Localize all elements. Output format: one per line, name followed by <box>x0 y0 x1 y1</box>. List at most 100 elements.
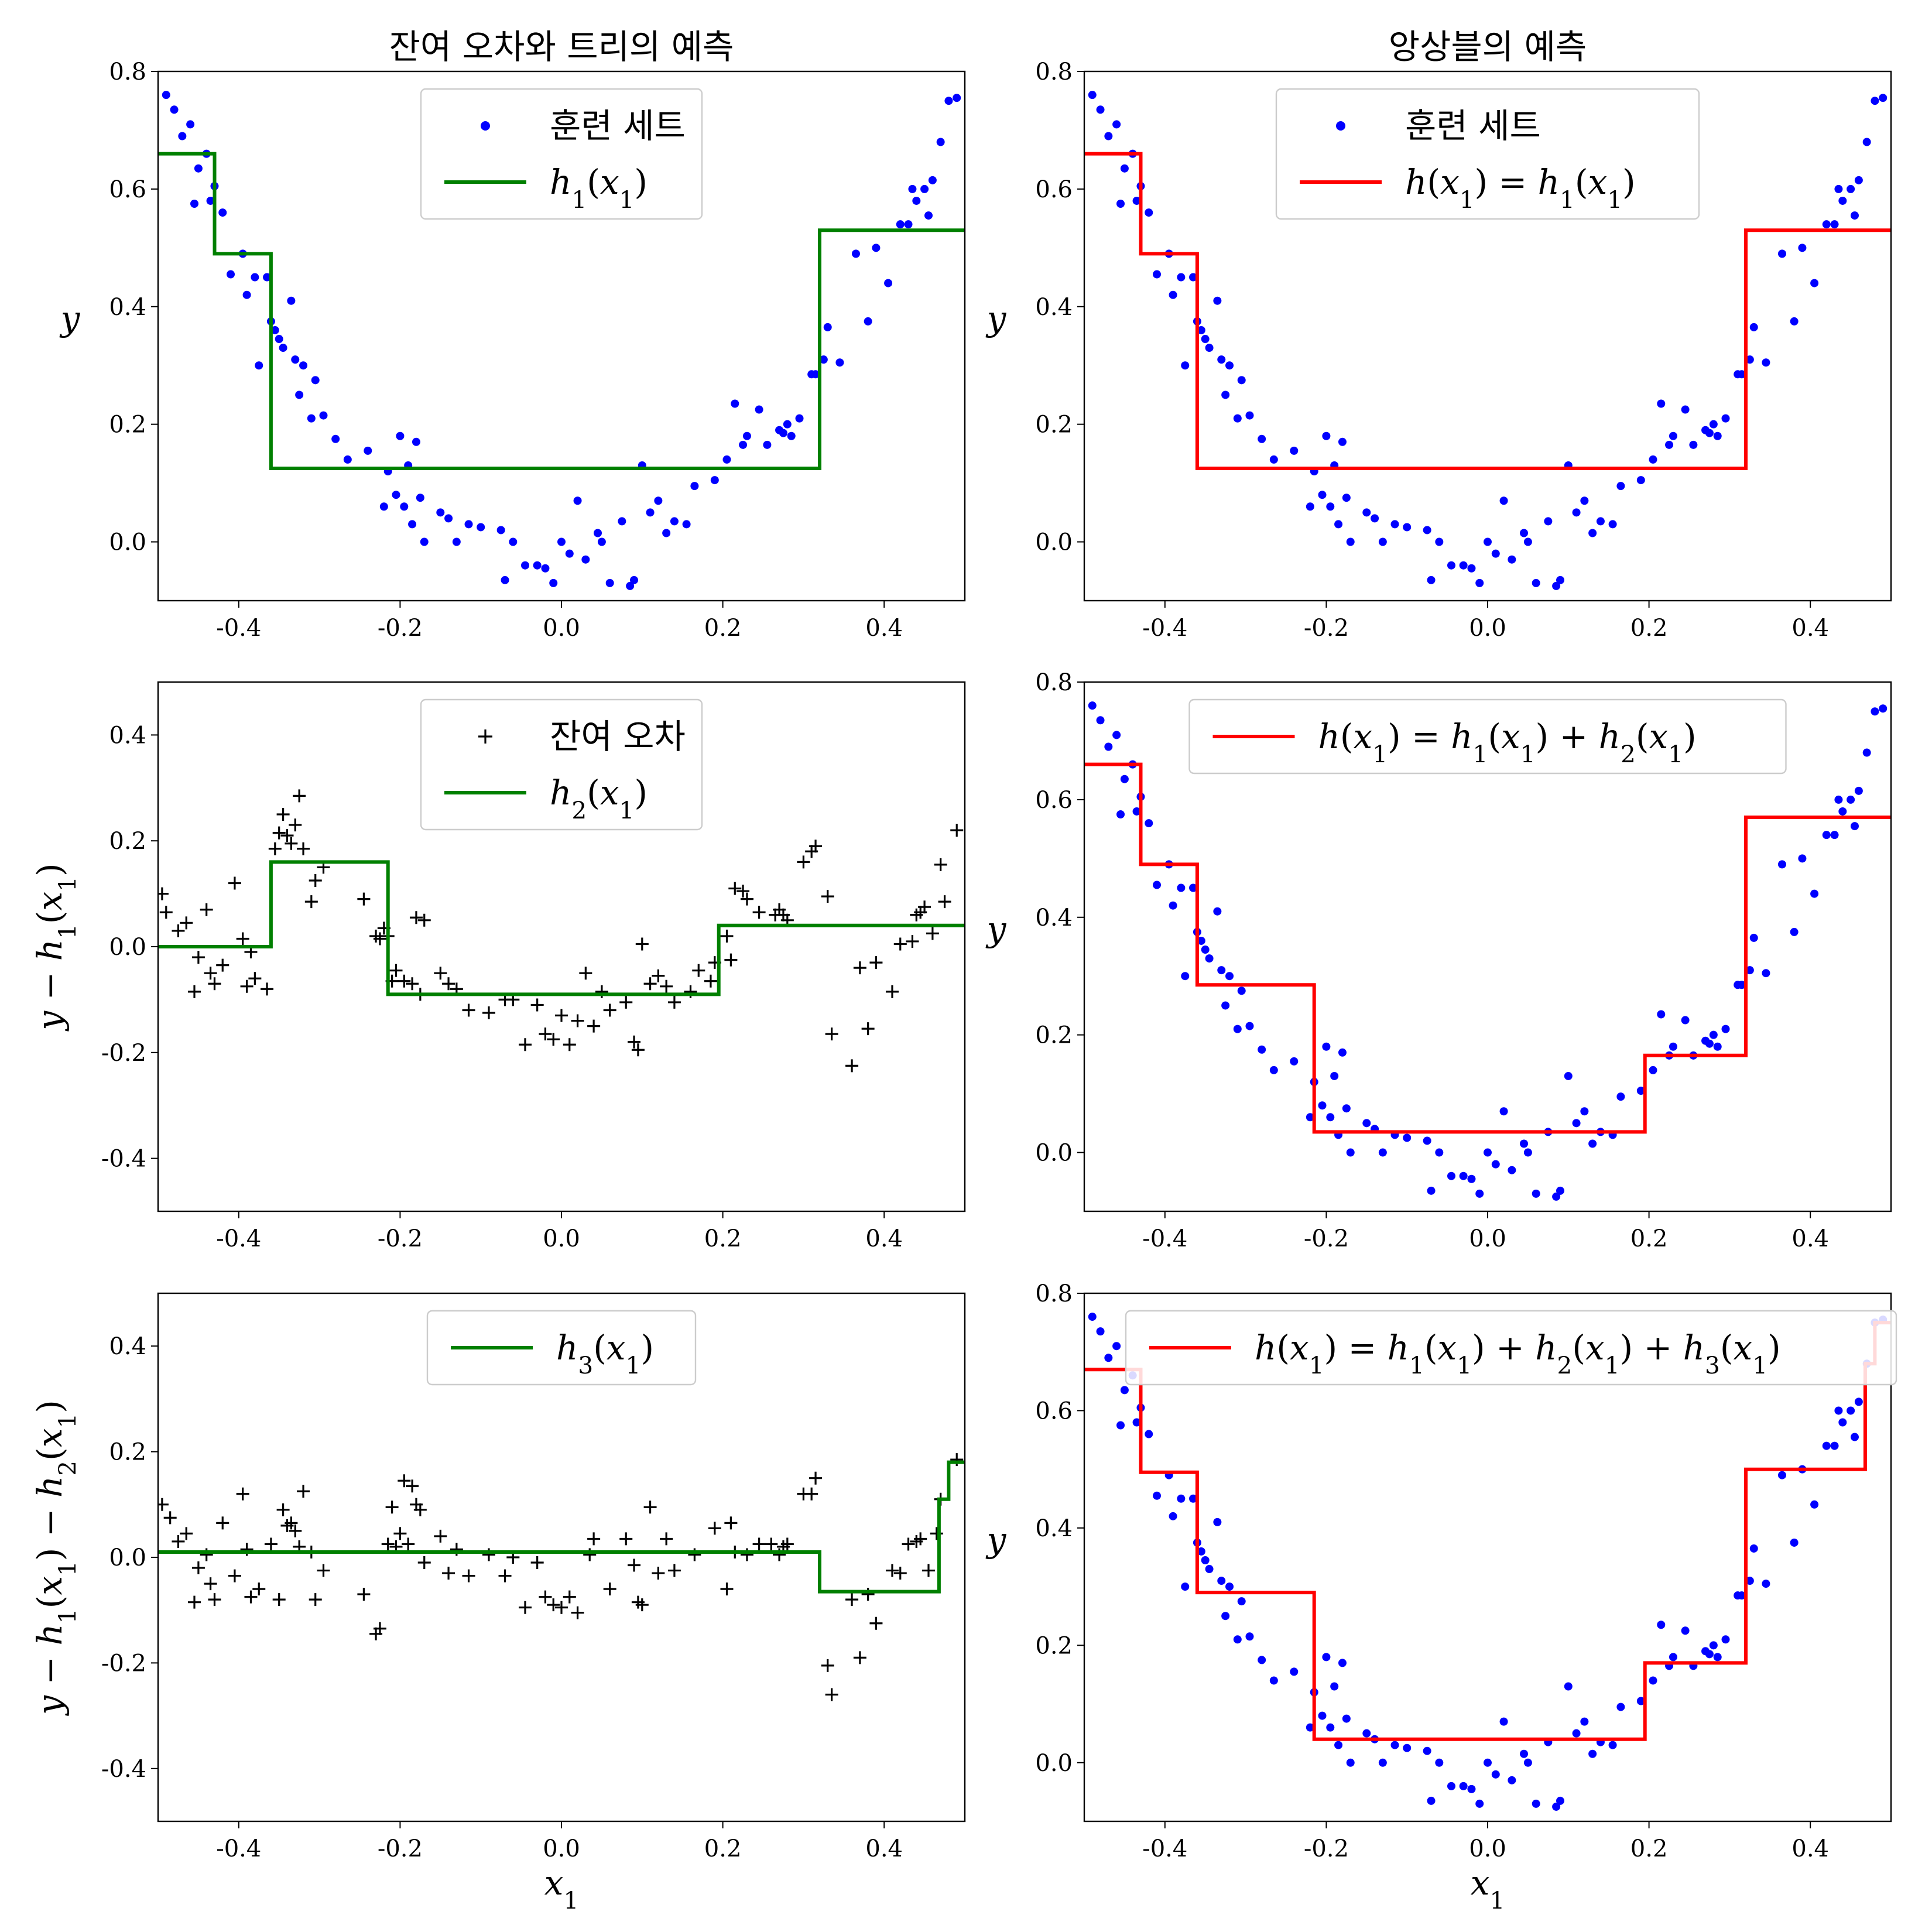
train-point <box>1544 517 1553 526</box>
train-point <box>1221 390 1230 399</box>
train-point <box>1523 1148 1532 1157</box>
train-point <box>1338 437 1347 446</box>
residual-point <box>740 1548 753 1561</box>
train-point <box>1342 1714 1351 1723</box>
train-point <box>1362 1729 1371 1738</box>
residual-point <box>482 1006 495 1019</box>
train-point <box>1830 831 1839 840</box>
train-point <box>1181 972 1190 981</box>
residual-point <box>720 929 734 943</box>
train-point <box>364 446 372 455</box>
train-point <box>1427 576 1436 584</box>
x-axis-label: x1 <box>544 1863 579 1914</box>
train-point <box>307 414 316 423</box>
train-point <box>533 561 542 570</box>
train-point <box>1657 1621 1666 1629</box>
train-point <box>1153 1491 1162 1500</box>
train-point <box>1205 344 1214 352</box>
train-point <box>1721 1635 1730 1644</box>
x-tick-label: -0.4 <box>216 615 261 642</box>
residual-point <box>204 967 217 980</box>
train-point <box>1810 889 1819 898</box>
y-tick-label: -0.4 <box>101 1756 146 1783</box>
train-point <box>1879 704 1888 713</box>
train-point <box>1608 520 1617 529</box>
train-point <box>1132 807 1141 816</box>
train-point <box>1669 431 1677 440</box>
y-tick-label: 0.4 <box>109 294 146 321</box>
train-point <box>1423 526 1431 535</box>
train-point <box>1649 455 1657 464</box>
train-point <box>662 529 671 537</box>
panel-middle-right: -0.4 -0.2 0.0 0.2 0.4 0.0 0.2 0.4 0.6 0.8 y h(x1) =… <box>985 669 1892 1252</box>
train-point <box>618 517 626 526</box>
x-tick-label: 0.2 <box>1630 1835 1668 1862</box>
train-point <box>1745 966 1754 975</box>
train-point <box>1838 1418 1847 1427</box>
train-point <box>1258 1656 1266 1664</box>
residual-point <box>200 1548 213 1561</box>
residual-point <box>172 1534 185 1548</box>
legend-box <box>1275 88 1700 220</box>
train-point <box>1197 1547 1205 1556</box>
residual-point <box>180 1527 193 1540</box>
residual-point <box>631 1043 645 1057</box>
train-point <box>1588 1139 1597 1148</box>
train-point <box>1822 220 1831 229</box>
train-point <box>1116 1421 1125 1430</box>
residual-point <box>158 887 169 900</box>
residual-point <box>309 1593 322 1606</box>
train-point <box>557 537 566 546</box>
residual-point <box>309 874 322 887</box>
train-point <box>1484 1148 1492 1157</box>
train-point <box>1564 1682 1573 1691</box>
train-point <box>1798 244 1807 252</box>
train-point <box>646 508 655 517</box>
y-tick-label: 0.2 <box>1035 1632 1073 1659</box>
train-point <box>1342 1104 1351 1113</box>
train-point <box>1290 446 1299 455</box>
train-point <box>1112 731 1121 739</box>
train-point <box>379 502 388 511</box>
train-point <box>1475 1799 1484 1808</box>
train-point <box>1371 514 1379 523</box>
train-point <box>1378 537 1387 546</box>
residual-point <box>498 1569 512 1582</box>
panel-middle-left: -0.4 -0.2 0.0 0.2 0.4 -0.4 -0.2 0.0 0.2 0.4 y − h1… <box>30 681 966 1252</box>
residual-point <box>276 1503 290 1516</box>
train-point <box>1181 361 1190 370</box>
residual-point <box>297 1485 310 1498</box>
train-point <box>1499 1107 1508 1116</box>
train-point <box>1854 786 1863 795</box>
train-point <box>1153 881 1162 889</box>
train-point <box>819 355 828 364</box>
residual-point <box>643 1501 657 1514</box>
residual-point <box>159 906 173 919</box>
train-point <box>1096 716 1105 725</box>
plot-area <box>1084 701 1891 1201</box>
train-point <box>1132 1418 1141 1427</box>
residual-point <box>434 967 447 980</box>
train-point <box>565 549 574 558</box>
train-point <box>1322 1653 1331 1662</box>
train-point <box>1088 1313 1097 1321</box>
residual-point <box>563 1038 576 1051</box>
y-tick-label: 0.2 <box>1035 1022 1073 1049</box>
train-point <box>884 279 893 287</box>
y-axis-label: y <box>985 909 1007 949</box>
train-point <box>1850 211 1859 220</box>
residual-point <box>402 1537 415 1551</box>
train-point <box>1834 184 1843 193</box>
train-point <box>255 361 263 370</box>
train-point <box>1104 742 1113 751</box>
train-point <box>1749 323 1758 331</box>
train-point <box>1520 1139 1529 1148</box>
residual-point <box>861 1588 875 1601</box>
train-point <box>1572 1119 1581 1128</box>
train-point <box>1145 819 1153 828</box>
legend: 훈련 세트 h(x1) = h1(x1) <box>1275 88 1700 220</box>
train-point <box>1330 1071 1339 1080</box>
y-tick-label: 0.0 <box>1035 529 1073 556</box>
x-tick-label: -0.4 <box>216 1225 261 1252</box>
